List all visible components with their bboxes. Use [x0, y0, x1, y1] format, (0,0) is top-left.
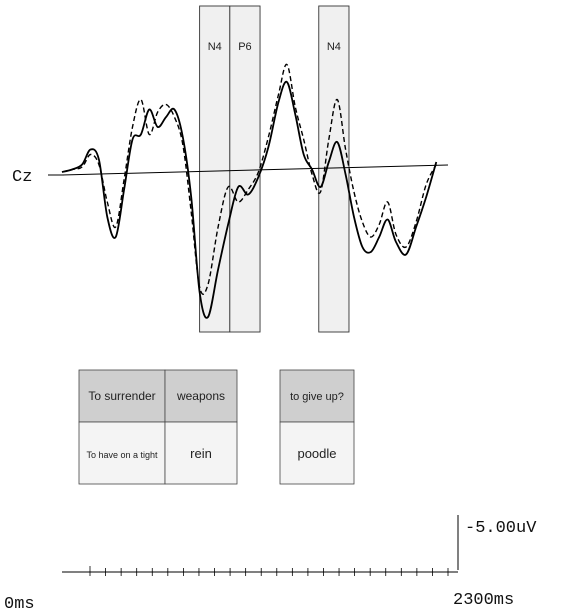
stim-text-left-r0c1: weapons — [176, 389, 225, 403]
stim-cell-right-r0c0 — [279, 369, 355, 423]
time-end-label: 2300ms — [453, 591, 514, 610]
electrode-label: Cz — [12, 168, 32, 187]
stim-text-right-r1c0: poodle — [297, 446, 336, 461]
time-start-label: 0ms — [4, 595, 35, 614]
stim-cell-left-r1c1 — [164, 421, 238, 485]
stim-text-left-r0c0: To surrender — [88, 389, 155, 403]
component-window-0 — [199, 5, 231, 333]
stim-cell-right-r1c0 — [279, 421, 355, 485]
waveform-dashed — [61, 63, 437, 295]
waveforms — [61, 63, 438, 319]
scale-label: -5.00uV — [465, 519, 537, 538]
stim-cell-left-r0c1 — [164, 369, 238, 423]
time-axis — [62, 566, 458, 576]
component-window-label-2: N4 — [327, 41, 341, 53]
stim-text-left-r1c1: rein — [190, 446, 212, 461]
component-windows: N4 P6 N4 — [199, 5, 350, 333]
component-window-1 — [229, 5, 261, 333]
stim-cell-left-r1c0 — [78, 421, 166, 485]
stim-text-left-r1c0: To have on a tight — [86, 450, 158, 460]
stim-text-right-r0c0: to give up? — [290, 391, 344, 403]
stimulus-table-left: To surrender weapons To have on a tight … — [78, 369, 238, 485]
component-window-label-0: N4 — [208, 41, 222, 53]
waveform-solid — [61, 80, 438, 319]
component-window-label-1: P6 — [238, 41, 251, 53]
stimulus-table-right: to give up? poodle — [279, 369, 355, 485]
amplitude-scale: -5.00uV — [457, 515, 537, 570]
stim-cell-left-r0c0 — [78, 369, 166, 423]
